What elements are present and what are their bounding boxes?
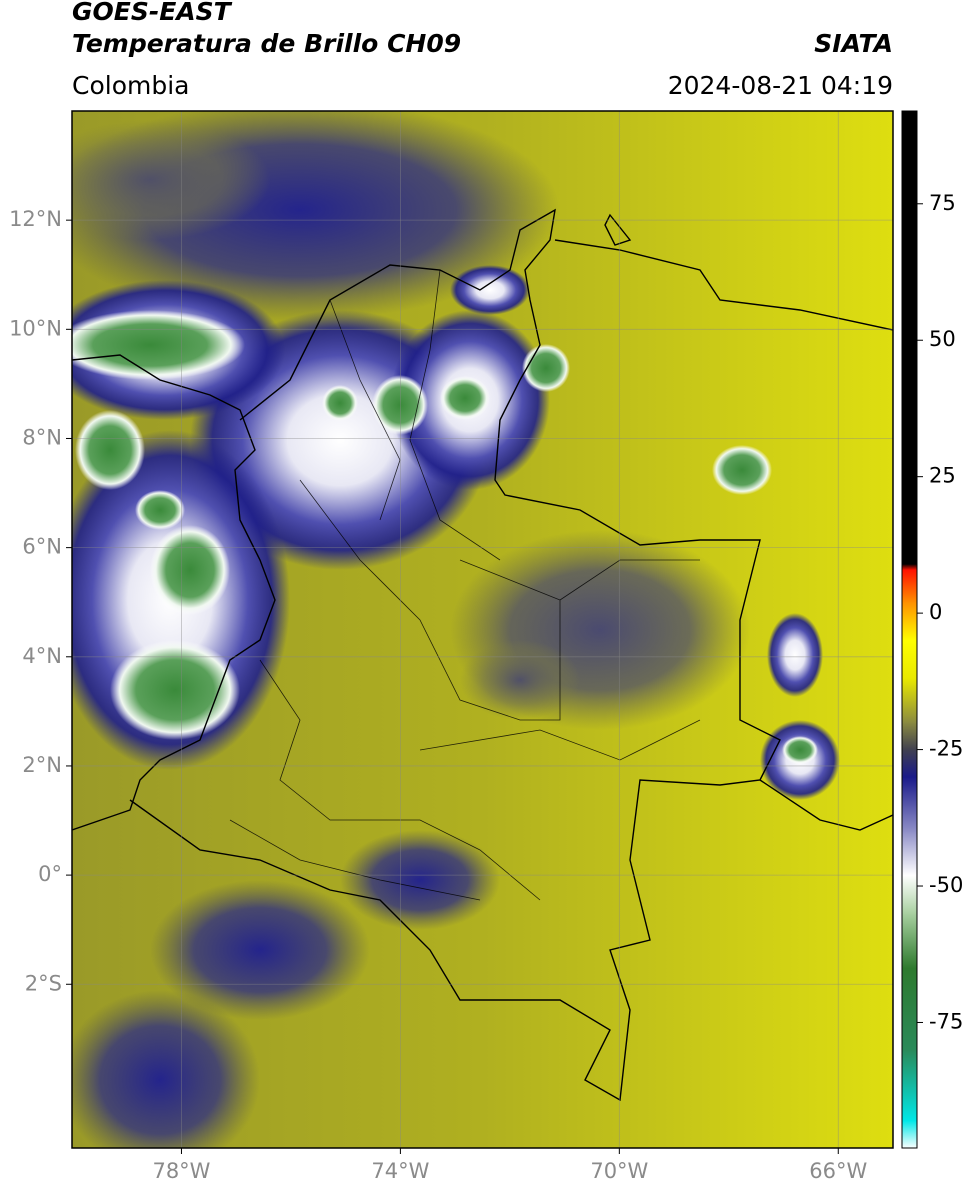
- colorbar-frame: [901, 110, 918, 1149]
- colorbar-segment: [902, 569, 917, 603]
- colorbar-tick-label: 75: [929, 191, 956, 215]
- cloud: [72, 990, 260, 1148]
- country-border: [759, 779, 893, 831]
- colorbar-segment: [902, 640, 917, 680]
- cold-top: [135, 490, 185, 530]
- y-tick-label: 8°N: [22, 425, 62, 449]
- colorbar-segment: [902, 913, 917, 969]
- cold-top: [522, 344, 570, 392]
- colorbar-segment: [902, 1049, 917, 1122]
- y-tick-label: 12°N: [9, 207, 62, 231]
- colorbar-tick-label: -50: [929, 873, 963, 897]
- y-tick-label: 6°N: [22, 535, 62, 559]
- storm: [450, 265, 530, 315]
- cloud: [340, 830, 500, 930]
- map-frame: [71, 110, 894, 1149]
- country-border: [129, 208, 781, 1102]
- colorbar-segment: [902, 722, 917, 751]
- colorbar-segment: [902, 1120, 917, 1149]
- colorbar-segment: [902, 678, 917, 723]
- colorbar-segment: [902, 602, 917, 641]
- colorbar-tick-label: 50: [929, 327, 956, 351]
- y-tick-label: 10°N: [9, 316, 62, 340]
- x-tick-label: 70°W: [590, 1159, 648, 1183]
- colorbar-segment: [902, 831, 917, 876]
- cold-top: [440, 376, 490, 420]
- colorbar-segment: [902, 875, 917, 914]
- colorbar-segment: [902, 564, 917, 570]
- colorbar-segment: [902, 967, 917, 1051]
- coastline: [554, 239, 893, 331]
- cloud: [72, 120, 270, 240]
- y-tick-label: 2°N: [22, 753, 62, 777]
- subtitle: Temperatura de Brillo CH09: [72, 29, 461, 58]
- colorbar-segment: [902, 749, 917, 778]
- storm: [767, 613, 823, 697]
- cold-top: [782, 736, 818, 764]
- datetime: 2024-08-21 04:19: [668, 71, 893, 100]
- region: Colombia: [72, 71, 189, 100]
- x-tick-label: 74°W: [371, 1159, 429, 1183]
- colorbar-tick-label: 0: [929, 600, 942, 624]
- colorbar-segment: [902, 776, 917, 832]
- x-tick-label: 66°W: [809, 1159, 867, 1183]
- cloud: [460, 640, 580, 720]
- colorbar-segment: [902, 111, 917, 565]
- map-imagery: [72, 111, 893, 1148]
- source: SIATA: [814, 29, 893, 58]
- department-borders: [229, 269, 701, 901]
- borders: [72, 208, 893, 1102]
- colorbar-tick-label: -25: [929, 737, 963, 761]
- coastline: [72, 354, 276, 831]
- coastline: [604, 213, 632, 246]
- y-tick-label: 4°N: [22, 644, 62, 668]
- y-tick-label: 2°S: [25, 971, 62, 995]
- grid: [72, 111, 893, 1148]
- title: GOES-EAST: [72, 0, 233, 26]
- cold-top: [150, 525, 230, 615]
- cold-top: [110, 640, 240, 740]
- x-tick-label: 78°W: [152, 1159, 210, 1183]
- colorbar-tick-label: -75: [929, 1009, 963, 1033]
- cold-top: [72, 310, 245, 380]
- cloud: [150, 880, 370, 1020]
- y-tick-label: 0°: [38, 862, 62, 886]
- colorbar-tick-label: 25: [929, 464, 956, 488]
- cold-top: [712, 445, 772, 495]
- cold-top: [322, 385, 358, 421]
- cold-top: [75, 410, 145, 490]
